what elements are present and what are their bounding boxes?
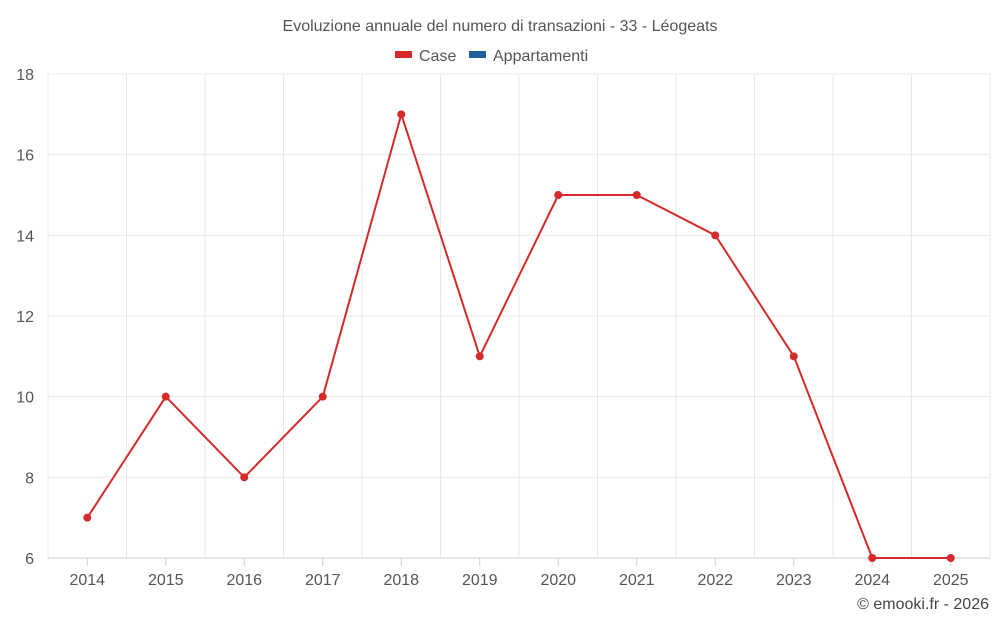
legend-label-case: Case: [419, 48, 456, 65]
x-tick-label: 2017: [305, 572, 341, 589]
y-axis: 6 8 10 12 14 16 18: [16, 67, 34, 568]
data-point[interactable]: [161, 392, 170, 401]
data-point[interactable]: [397, 110, 406, 119]
x-tick-label: 2016: [226, 572, 262, 589]
data-point[interactable]: [83, 513, 92, 522]
credit-text: © emooki.fr - 2026: [857, 596, 989, 613]
legend-label-appartamenti: Appartamenti: [493, 48, 588, 65]
x-tick-label: 2024: [854, 572, 890, 589]
chart-title: Evoluzione annuale del numero di transaz…: [283, 18, 718, 35]
y-tick-label: 14: [16, 228, 34, 245]
legend-item-appartamenti[interactable]: Appartamenti: [469, 48, 588, 65]
y-tick-label: 12: [16, 309, 34, 326]
data-point[interactable]: [632, 191, 641, 199]
data-point[interactable]: [711, 231, 720, 240]
x-tick-label: 2025: [933, 572, 969, 589]
y-tick-label: 8: [25, 470, 34, 487]
y-tick-label: 16: [16, 148, 34, 165]
series-line: [86, 113, 951, 559]
legend-swatch-case: [395, 51, 412, 58]
x-tick-label: 2018: [383, 572, 419, 589]
x-tick-label: 2023: [776, 572, 812, 589]
x-tick-label: 2021: [619, 572, 655, 589]
data-point[interactable]: [789, 352, 798, 361]
x-axis: 2014 2015 2016 2017 2018 2019 2020 2021 2022 2023…: [48, 557, 990, 589]
grid: [47, 73, 991, 558]
legend: Case Appartamenti: [395, 48, 588, 65]
legend-item-case[interactable]: Case: [395, 48, 456, 65]
data-point[interactable]: [554, 191, 563, 199]
y-tick-label: 18: [16, 67, 34, 84]
x-tick-label: 2020: [540, 572, 576, 589]
series-case: [83, 110, 955, 562]
data-point[interactable]: [318, 392, 327, 401]
y-tick-label: 10: [16, 390, 34, 407]
data-point[interactable]: [946, 554, 955, 562]
x-tick-label: 2015: [148, 572, 184, 589]
y-tick-label: 6: [25, 551, 34, 568]
x-tick-label: 2022: [697, 572, 733, 589]
legend-swatch-appartamenti: [469, 51, 486, 58]
data-point[interactable]: [475, 352, 484, 361]
data-point[interactable]: [240, 473, 249, 482]
x-tick-label: 2019: [462, 572, 498, 589]
x-tick-label: 2014: [69, 572, 105, 589]
data-point[interactable]: [868, 554, 877, 562]
